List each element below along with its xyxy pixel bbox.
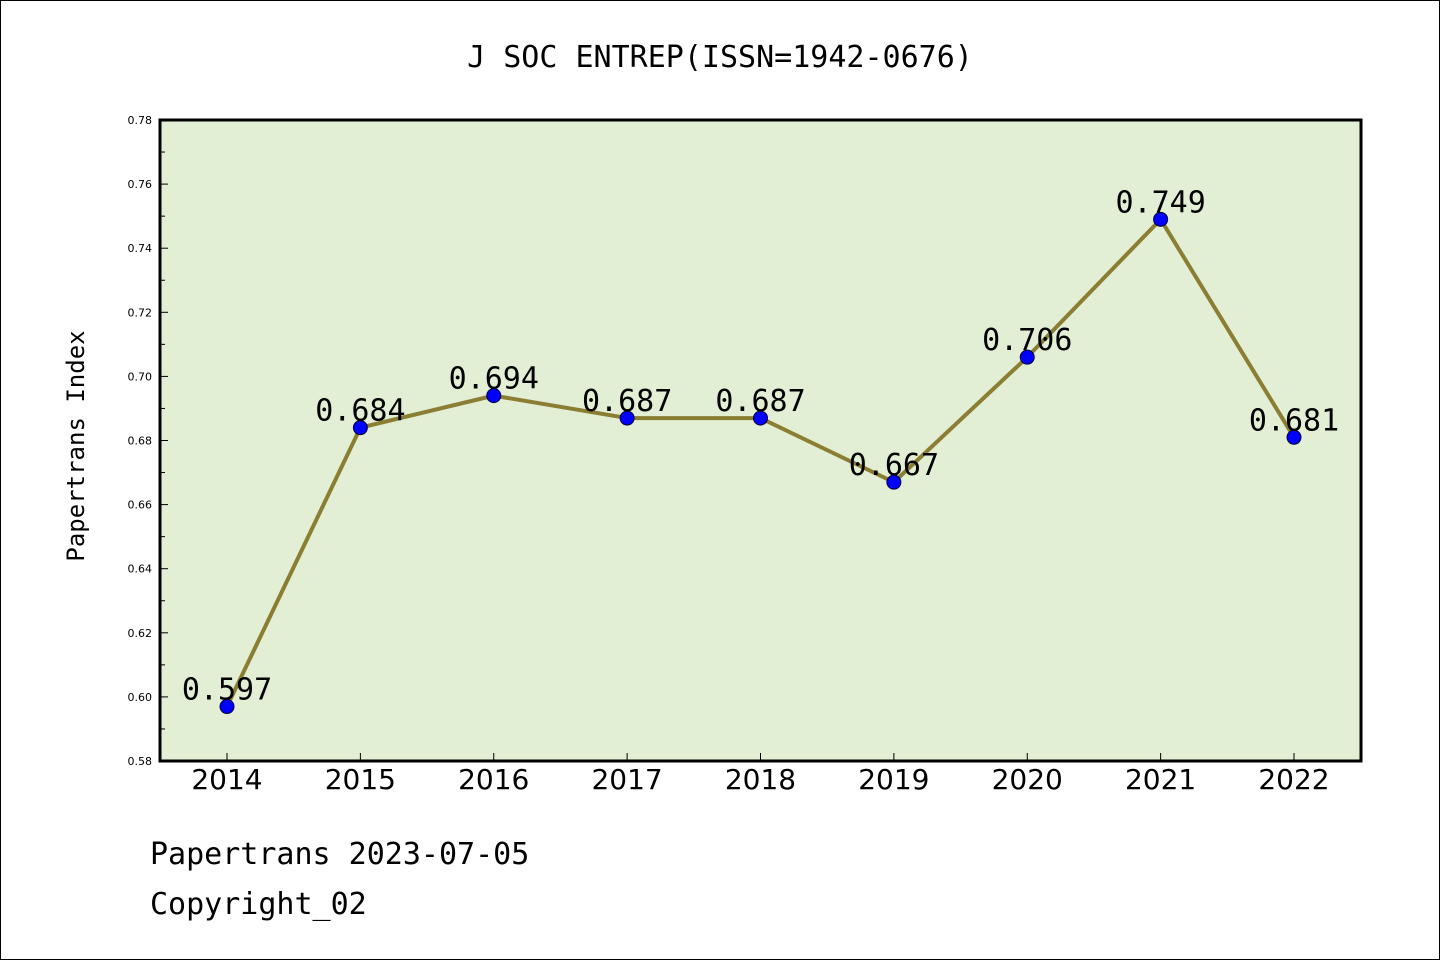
y-axis-label: Papertrans Index [62, 330, 90, 561]
y-tick-label: 0.62 [128, 627, 153, 640]
plot-border [158, 118, 1363, 763]
axis-ticks: 0.58 0.60 0.62 0.64 0.66 0.68 0.70 0.72 0.74 0.76… [128, 114, 1330, 796]
data-label: 0.749 [1115, 185, 1205, 220]
x-tick-label: 2022 [1258, 763, 1329, 796]
y-tick-label: 0.78 [128, 114, 153, 127]
data-label: 0.597 [182, 673, 272, 708]
data-label: 0.687 [715, 384, 805, 419]
data-point [352, 420, 368, 436]
y-tick-label: 0.60 [128, 691, 153, 704]
y-tick-label: 0.68 [128, 435, 153, 448]
data-point [753, 410, 768, 426]
x-tick-label: 2016 [458, 763, 529, 796]
data-label: 0.684 [315, 394, 405, 429]
chart-title: J SOC ENTREP(ISSN=1942-0676) [467, 40, 973, 75]
x-tick-label: 2014 [191, 763, 262, 796]
data-point [619, 410, 635, 426]
data-point [1153, 211, 1169, 227]
y-tick-label: 0.70 [128, 370, 153, 383]
x-tick-label: 2020 [992, 763, 1063, 796]
y-tick-label: 0.76 [128, 178, 153, 191]
data-point [886, 474, 902, 490]
y-tick-label: 0.72 [128, 306, 153, 319]
y-tick-label: 0.74 [128, 242, 153, 255]
series-layer: 0.597 0.684 0.694 0.687 0.687 0.667 0.706 0.749… [182, 185, 1339, 715]
data-label: 0.694 [449, 362, 539, 397]
x-tick-label: 2018 [725, 763, 796, 796]
x-tick-label: 2021 [1125, 763, 1196, 796]
x-tick-label: 2019 [858, 763, 929, 796]
data-label: 0.667 [849, 448, 939, 483]
data-label: 0.706 [982, 323, 1072, 358]
y-tick-label: 0.66 [128, 499, 153, 512]
x-tick-label: 2015 [325, 763, 396, 796]
data-point [1286, 429, 1302, 445]
data-point [486, 388, 502, 404]
data-point [219, 699, 235, 715]
y-tick-label: 0.58 [128, 755, 153, 768]
y-tick-label: 0.64 [128, 563, 153, 576]
footer-date-text: Papertrans 2023-07-05 [150, 837, 529, 872]
data-point [1019, 349, 1035, 365]
footer-copyright-text: Copyright_02 [150, 887, 367, 922]
data-label: 0.687 [582, 384, 672, 419]
data-label: 0.681 [1249, 403, 1339, 438]
x-tick-label: 2017 [591, 763, 662, 796]
